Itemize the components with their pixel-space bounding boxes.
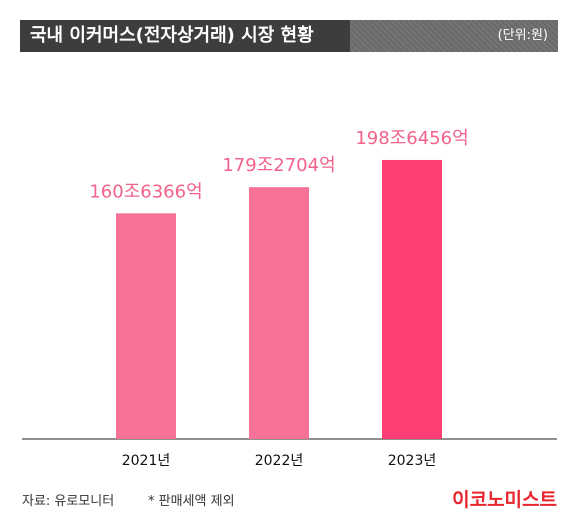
x-tick-label-2023년: 2023년 (388, 453, 437, 469)
chart-title: 국내 이커머스(전자상거래) 시장 현황 (30, 25, 314, 46)
x-tick-label-2022년: 2022년 (255, 453, 304, 469)
brand-logo: 이코노미스트 (452, 489, 557, 511)
unit-label: (단위:원) (497, 28, 548, 43)
source-note: 자료: 유로모니터 (22, 494, 115, 509)
bar-2021년 (116, 213, 176, 439)
title-bar-dark-section (20, 20, 350, 52)
value-label-2021년: 160조6366억 (89, 181, 202, 202)
title-bar: 국내 이커머스(전자상거래) 시장 현황 (단위:원) (20, 20, 558, 52)
bar-2022년 (249, 187, 309, 439)
footnote: * 판매세액 제외 (148, 494, 235, 509)
x-tick-label-2021년: 2021년 (122, 453, 171, 469)
value-label-2023년: 198조6456억 (355, 128, 468, 149)
value-label-2022년: 179조2704억 (222, 155, 335, 176)
bar-2023년 (382, 159, 442, 439)
